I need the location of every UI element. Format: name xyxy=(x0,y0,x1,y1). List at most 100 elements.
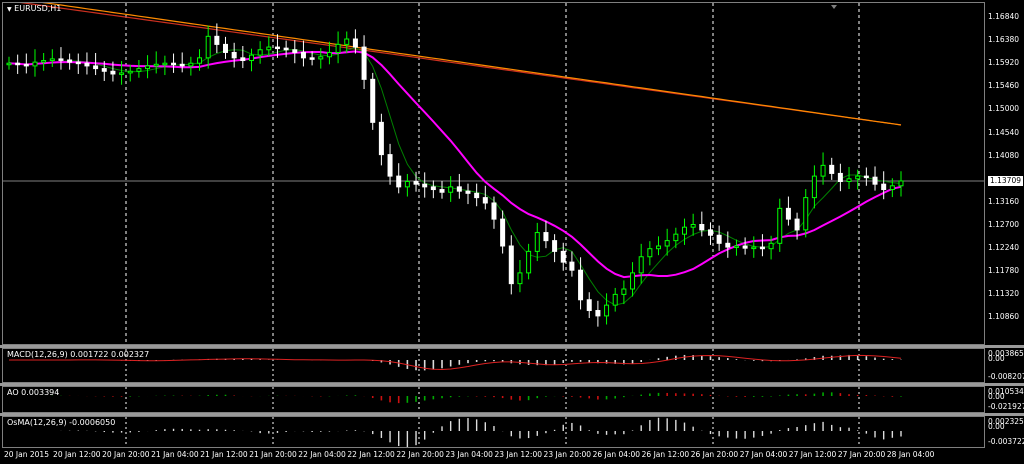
ao-pane[interactable]: AO 0.003394 xyxy=(2,386,985,413)
candle-body xyxy=(560,250,566,263)
candle-body xyxy=(153,63,159,67)
candle-body xyxy=(136,68,142,72)
candle-body xyxy=(378,121,384,156)
candle-body xyxy=(612,293,618,306)
candle-body xyxy=(837,172,843,182)
time-axis[interactable]: 20 Jan 2015 20 Jan 12:00 20 Jan 20:00 21 Ja… xyxy=(0,448,1024,464)
price-chart-pane[interactable]: ▼ EURUSD,H1 xyxy=(2,2,985,345)
ma-magenta-line xyxy=(8,50,902,279)
candle-body xyxy=(179,63,185,67)
candle-body xyxy=(465,190,471,194)
candle-body xyxy=(326,51,332,58)
price-scale[interactable]: 1.16840 1.16380 1.15920 1.15460 1.15000 1.145… xyxy=(985,2,1024,345)
symbol-label: EURUSD,H1 xyxy=(14,4,62,13)
candle-body xyxy=(231,51,237,59)
candle-body xyxy=(699,223,705,231)
price-tick-label: 1.15460 xyxy=(988,81,1020,91)
pane-separator[interactable] xyxy=(0,345,1024,348)
candle-body xyxy=(15,62,21,66)
candle-body xyxy=(197,57,203,64)
indicator-tick-label: 0.00 xyxy=(988,422,1005,431)
candle-body xyxy=(638,256,644,274)
price-tick-label: 1.16840 xyxy=(988,12,1020,21)
candle-body xyxy=(526,250,532,274)
candle-body xyxy=(690,223,696,228)
candle-body xyxy=(67,59,73,63)
candle-body xyxy=(829,164,835,174)
candle-body xyxy=(777,207,783,244)
price-tick-label: 1.14540 xyxy=(988,127,1020,137)
candle-body xyxy=(205,35,211,59)
candle-body xyxy=(716,234,722,244)
candle-body xyxy=(344,38,350,45)
ma-red-line xyxy=(19,3,902,126)
indicator-tick-label: 0.00 xyxy=(988,392,1005,401)
candle-body xyxy=(49,58,55,62)
candle-body xyxy=(846,178,852,182)
candle-body xyxy=(387,154,393,177)
candle-body xyxy=(214,35,220,45)
candle-body xyxy=(23,63,29,67)
candle-body xyxy=(656,245,662,250)
candle-body xyxy=(578,269,584,301)
indicator-tick-label: 0.003865 xyxy=(988,349,1024,358)
candle-body xyxy=(725,242,731,248)
macd-pane[interactable]: MACD(12,26,9) 0.001722 0.002327 xyxy=(2,348,985,383)
osma-canvas xyxy=(60,417,902,447)
candle-body xyxy=(6,62,12,66)
candle-body xyxy=(898,180,904,187)
time-tick-label: 26 Jan 20:00 xyxy=(690,450,739,459)
candle-body xyxy=(491,202,497,220)
candle-body xyxy=(474,192,480,199)
candle-body xyxy=(586,299,592,312)
pane-separator[interactable] xyxy=(0,383,1024,386)
candle-body xyxy=(820,164,826,177)
time-tick-label: 22 Jan 20:00 xyxy=(396,450,444,459)
osma-pane[interactable]: OsMA(12,26,9) -0.0006050 xyxy=(2,416,985,448)
candle-body xyxy=(32,61,38,67)
indicator-tick-label: 0.010534 xyxy=(988,387,1024,396)
time-tick-label: 27 Jan 04:00 xyxy=(739,450,788,459)
indicator-tick-label: 0.002325 xyxy=(988,417,1024,426)
time-tick-label: 21 Jan 12:00 xyxy=(200,450,248,459)
collapse-triangle-icon[interactable]: ▼ xyxy=(7,6,12,13)
candle-body xyxy=(257,49,263,56)
candle-body xyxy=(93,65,99,70)
osma-scale: 0.002325 0.00 -0.003722 xyxy=(985,416,1024,448)
time-tick-label: 27 Jan 20:00 xyxy=(837,450,886,459)
chart-title: ▼ EURUSD,H1 xyxy=(7,4,61,13)
candle-body xyxy=(84,62,90,67)
ma-orange-line xyxy=(42,3,902,126)
time-tick-label: 28 Jan 04:00 xyxy=(886,450,935,459)
candle-body xyxy=(274,46,280,50)
candle-body xyxy=(448,186,454,193)
candle-body xyxy=(292,49,298,53)
candle-body xyxy=(396,175,402,188)
price-tick-label: 1.14080 xyxy=(988,150,1020,160)
ma-green-line xyxy=(8,47,902,306)
price-chart-canvas[interactable] xyxy=(3,3,985,345)
candle-body xyxy=(534,232,540,252)
candle-body xyxy=(855,175,861,180)
candle-body xyxy=(361,46,367,80)
time-tick-label: 22 Jan 04:00 xyxy=(298,450,346,459)
candle-body xyxy=(707,229,713,236)
candle-body xyxy=(508,245,514,285)
candle-body xyxy=(889,185,895,191)
candle-body xyxy=(621,288,627,295)
candle-body xyxy=(500,218,506,247)
time-tick-label: 27 Jan 12:00 xyxy=(788,450,837,459)
candle-body xyxy=(300,51,306,59)
candle-body xyxy=(604,304,610,317)
candle-body xyxy=(413,180,419,185)
candle-body xyxy=(430,186,436,191)
candle-body xyxy=(552,240,558,252)
price-tick-label: 1.13160 xyxy=(988,196,1020,206)
pane-separator[interactable] xyxy=(0,413,1024,416)
candle-body xyxy=(595,310,601,317)
time-tick-label: 20 Jan 12:00 xyxy=(53,450,101,459)
candle-body xyxy=(75,61,81,65)
candle-body xyxy=(162,62,168,66)
price-tick-label: 1.11320 xyxy=(988,289,1020,299)
candle-body xyxy=(119,72,125,75)
